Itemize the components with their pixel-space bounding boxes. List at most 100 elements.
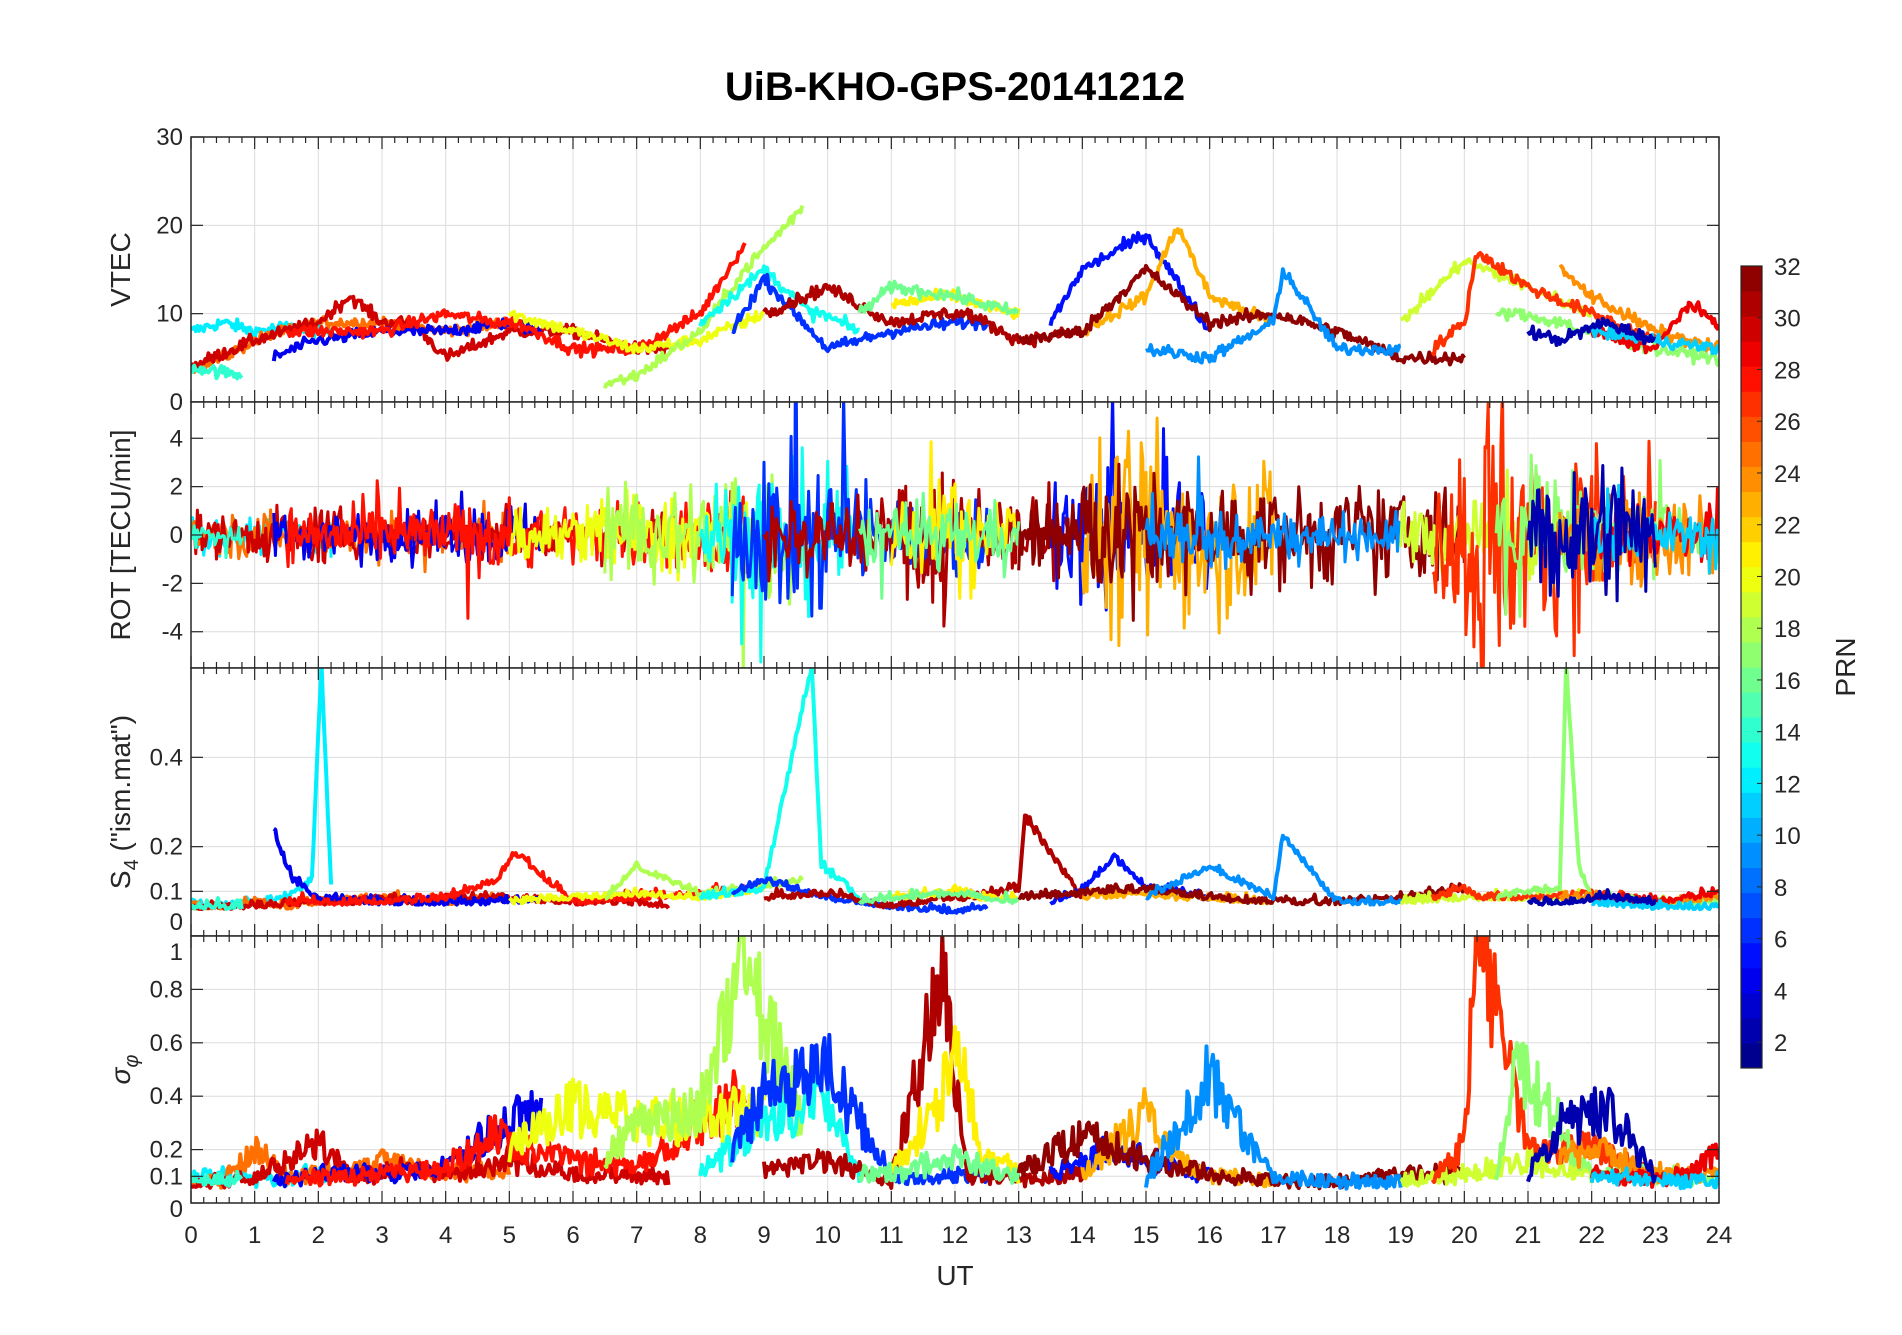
colorbar-tick-label: 6 [1774, 927, 1787, 954]
y-axis-label: VTEC [105, 232, 136, 307]
y-label-part: φ [121, 1055, 143, 1068]
colorbar-level [1741, 792, 1762, 818]
x-tick-label: 24 [1706, 1222, 1733, 1249]
colorbar-level [1741, 667, 1762, 693]
x-tick-label: 20 [1451, 1222, 1478, 1249]
series-prn-9-rot [1144, 455, 1403, 570]
series-prn-16-vtec [857, 279, 1020, 316]
y-tick-label: -4 [162, 619, 183, 646]
colorbar-tick-label: 10 [1774, 823, 1801, 850]
colorbar-tick-label: 18 [1774, 616, 1801, 643]
y-tick-label: 0.2 [150, 834, 183, 861]
y-axis-label: ROT [TECU/min] [105, 429, 136, 640]
x-tick-label: 21 [1515, 1222, 1542, 1249]
y-label-part: 4 [121, 859, 143, 870]
colorbar-tick-label: 28 [1774, 357, 1801, 384]
colorbar-level [1741, 391, 1762, 417]
x-tick-label: 1 [248, 1222, 261, 1249]
colorbar-tick-label: 4 [1774, 978, 1787, 1005]
y-tick-label: 20 [156, 212, 183, 239]
colorbar-level [1741, 842, 1762, 868]
series-prn-5-vtec [1048, 231, 1211, 331]
x-tick-label: 17 [1260, 1222, 1287, 1249]
series-prn-24-vtec [1558, 264, 1719, 353]
colorbar-tick-label: 26 [1774, 409, 1801, 436]
series-prn-18-sigma [603, 936, 805, 1169]
colorbar-level [1741, 992, 1762, 1019]
colorbar-level [1741, 266, 1762, 292]
x-tick-label: 15 [1133, 1222, 1160, 1249]
series-prn-20-s4 [508, 883, 766, 906]
colorbar-level [1741, 1017, 1762, 1044]
series-prn-19-sigma [1399, 1144, 1594, 1188]
y-axis-label: S4 ("ism.mat") [105, 715, 143, 889]
y-tick-label: -2 [162, 570, 183, 597]
x-tick-label: 0 [184, 1222, 197, 1249]
y-tick-label: 30 [156, 124, 183, 151]
x-tick-label: 7 [630, 1222, 643, 1249]
series-prn-20-sigma [507, 1077, 766, 1163]
series-group [191, 668, 1719, 915]
x-tick-label: 13 [1005, 1222, 1032, 1249]
panel-vtec: 0 10 20 30 VTEC [105, 124, 1720, 416]
colorbar-level [1741, 591, 1762, 618]
x-axis-label: UT [936, 1260, 973, 1291]
y-tick-label: 10 [156, 301, 183, 328]
series-prn-14-sigma [191, 1169, 244, 1188]
y-tick-label: 0 [170, 1196, 183, 1223]
series-prn-28-sigma [284, 1069, 747, 1188]
series-prn-11-s4 [1590, 895, 1719, 912]
x-tick-label: 10 [814, 1222, 841, 1249]
series-prn-9-s4 [1145, 833, 1403, 907]
series-prn-16-s4 [858, 887, 1020, 906]
colorbar-level [1741, 491, 1762, 518]
colorbar-tick-label: 32 [1774, 254, 1801, 281]
series-prn-2-rot [1526, 464, 1657, 603]
series-prn-2-s4 [1526, 888, 1658, 907]
colorbar-level [1741, 466, 1762, 493]
x-tick-label: 14 [1069, 1222, 1096, 1249]
colorbar-level [1741, 942, 1762, 969]
x-tick-label: 22 [1578, 1222, 1605, 1249]
y-tick-label: 4 [170, 425, 183, 452]
colorbar-tick-label: 16 [1774, 668, 1801, 695]
series-prn-13-vtec [698, 264, 860, 335]
y-tick-label: 0.1 [150, 1163, 183, 1190]
x-tick-label: 8 [694, 1222, 707, 1249]
series-prn-16-sigma [857, 1143, 1021, 1185]
x-tick-label: 16 [1196, 1222, 1223, 1249]
colorbar-level [1741, 1042, 1762, 1069]
colorbar-level [1741, 441, 1762, 467]
colorbar-label: PRN [1830, 637, 1861, 696]
y-label-part: ("ism.mat") [105, 715, 136, 859]
series-prn-28-vtec [285, 242, 747, 359]
y-tick-label: 1 [170, 939, 183, 966]
panel-s4: 0 0.1 0.2 0.4 S4 ("ism.mat") [105, 667, 1720, 937]
series-group [191, 402, 1719, 668]
series-prn-27-vtec [1430, 251, 1658, 357]
colorbar-level [1741, 967, 1762, 994]
panel-sigma: 0 0.10.2 0.4 0.6 0.8 1 σφ [105, 935, 1720, 1223]
series-prn-32-sigma [1016, 1120, 1466, 1191]
x-tick-label: 5 [503, 1222, 516, 1249]
series-prn-31-sigma [762, 936, 1084, 1190]
colorbar-level [1741, 692, 1762, 718]
y-tick-label: 0.4 [150, 1083, 183, 1110]
x-tick-label: 11 [879, 1222, 904, 1249]
colorbar-level [1741, 742, 1762, 768]
series-prn-14-rot [191, 524, 244, 560]
colorbar-tick-label: 20 [1774, 564, 1801, 591]
series-prn-11-vtec [1589, 322, 1719, 356]
x-tick-label: 23 [1642, 1222, 1669, 1249]
colorbar-level [1741, 341, 1762, 367]
colorbar-level [1741, 917, 1762, 944]
colorbar-level [1741, 717, 1762, 743]
x-tick-label: 2 [312, 1222, 325, 1249]
colorbar-tick-label: 12 [1774, 771, 1801, 798]
x-tick-label: 12 [942, 1222, 969, 1249]
y-label-part: S [105, 870, 136, 889]
y-tick-label: 0.6 [150, 1030, 183, 1057]
series-group [191, 936, 1719, 1191]
